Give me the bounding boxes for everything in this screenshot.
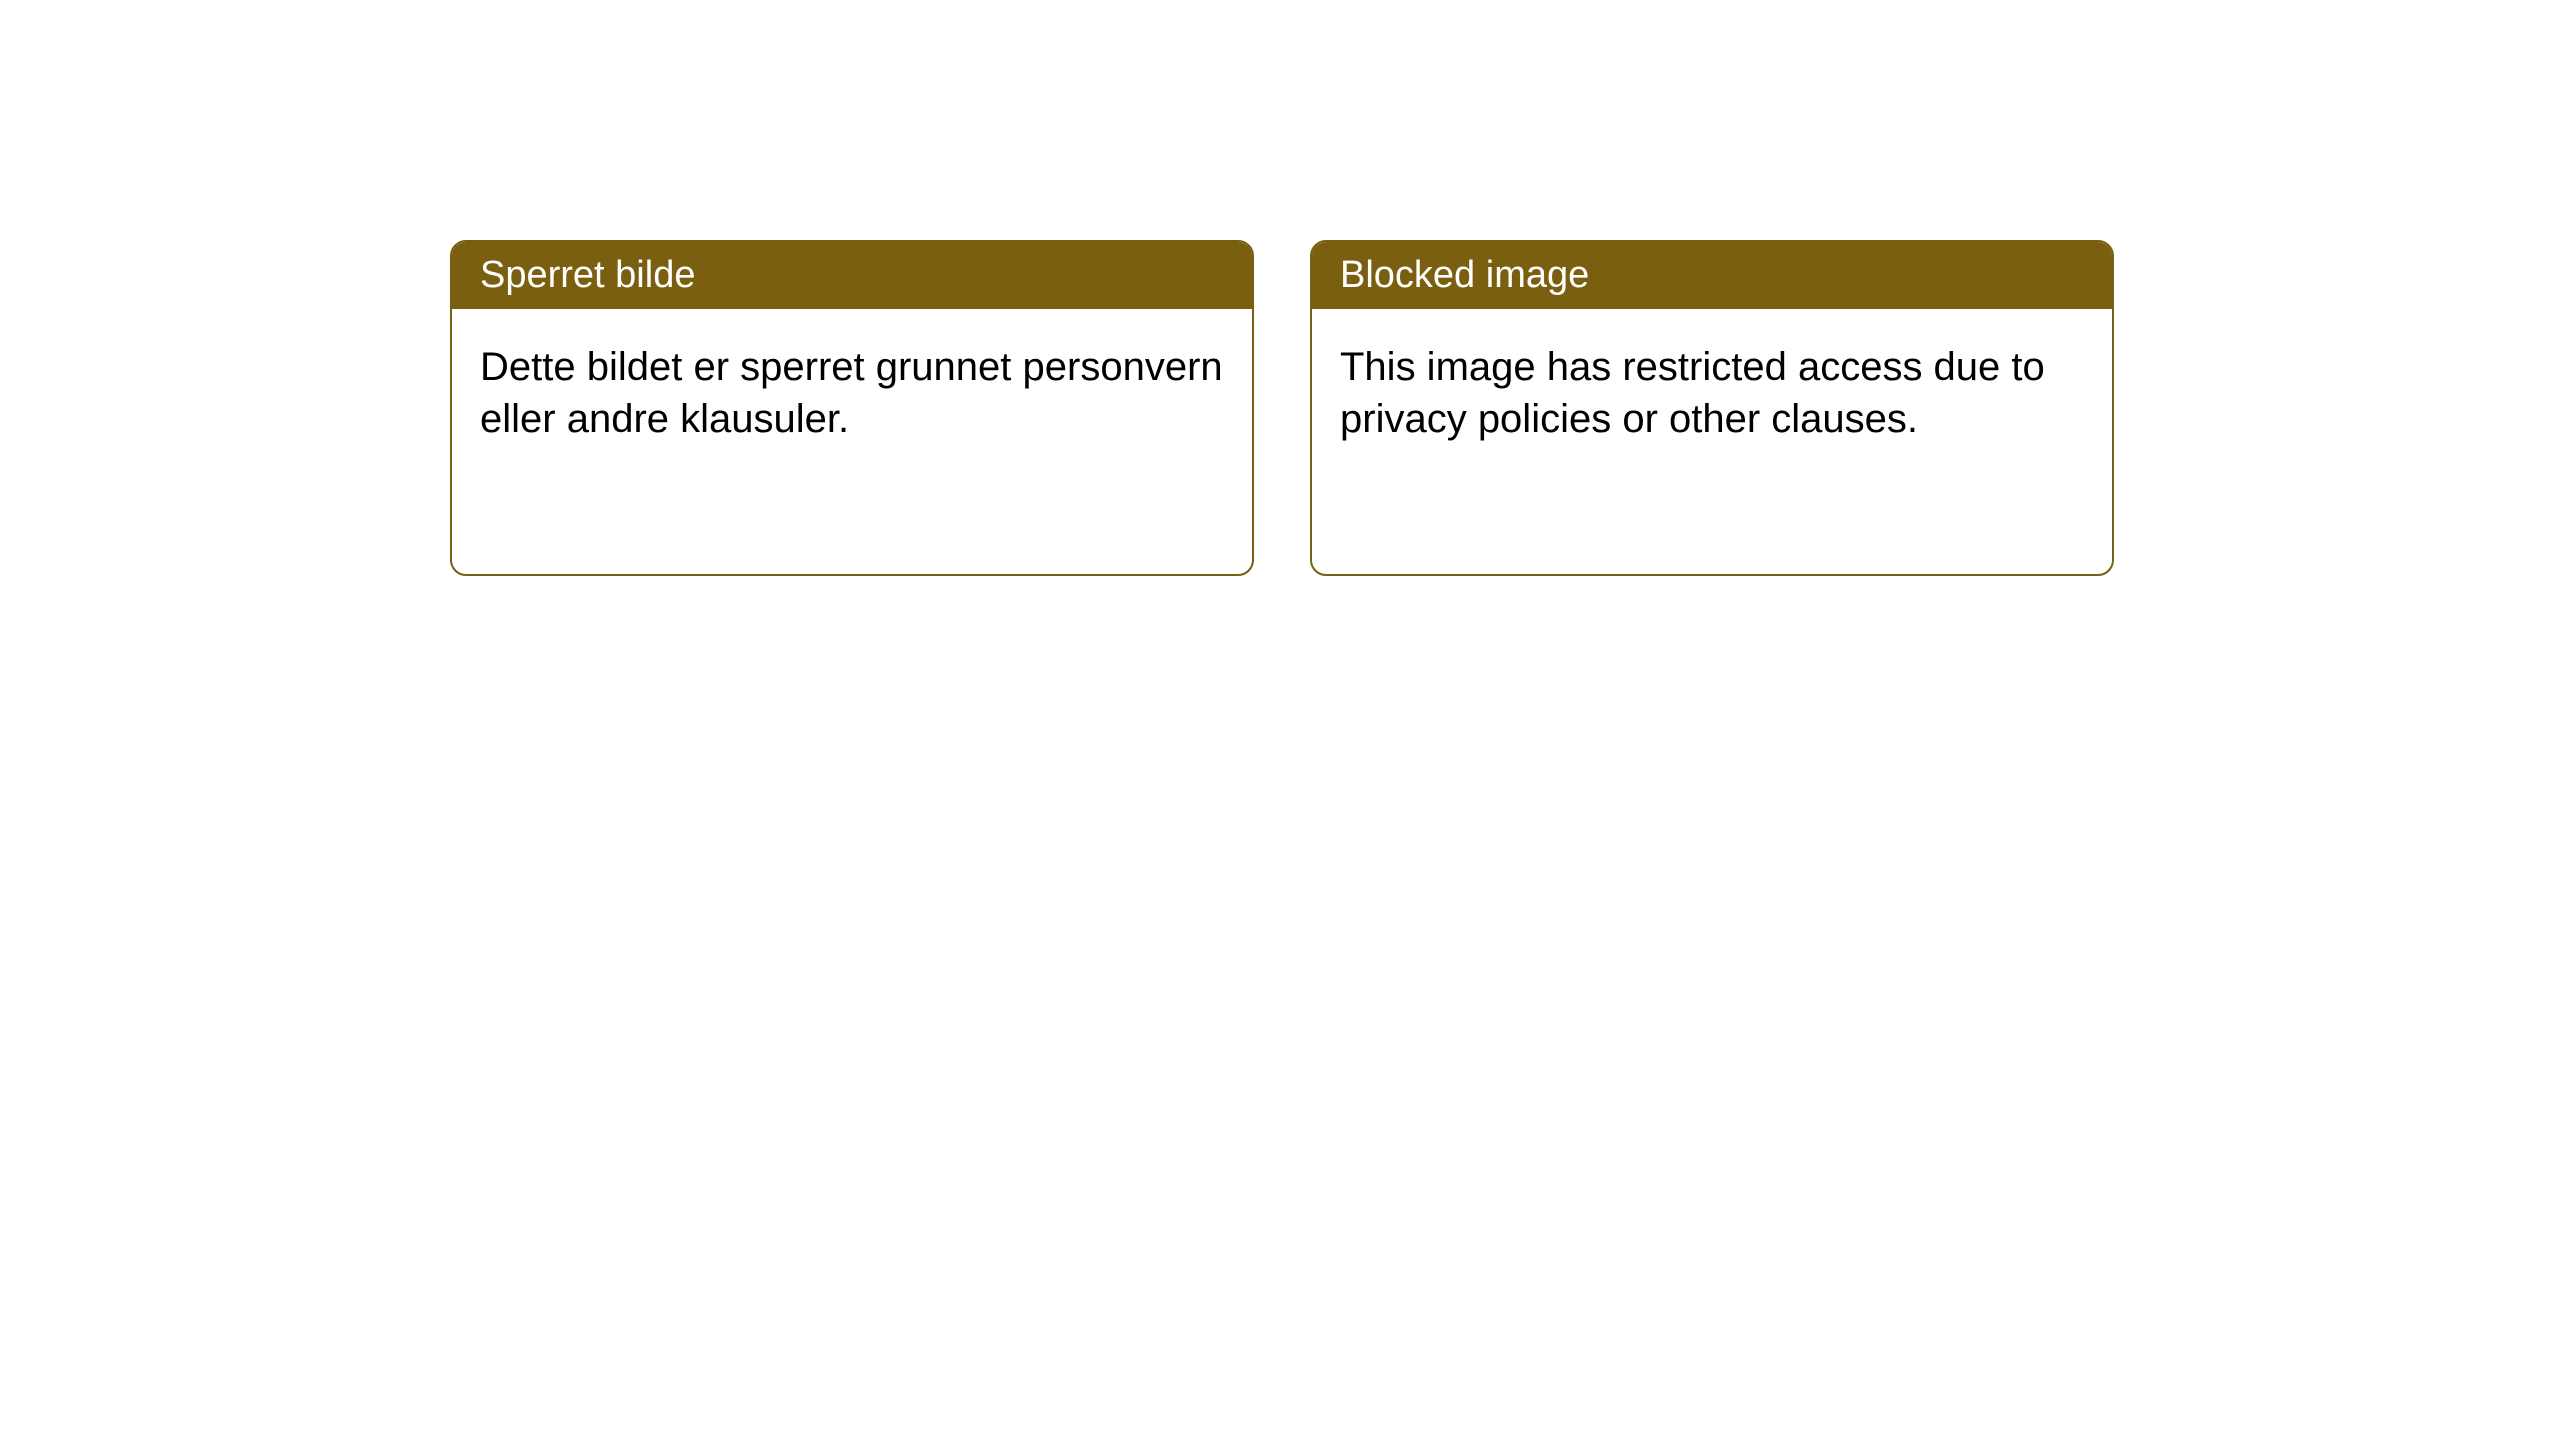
card-title: Sperret bilde: [480, 254, 695, 296]
notice-card-norwegian: Sperret bilde Dette bildet er sperret gr…: [450, 240, 1254, 576]
card-header: Sperret bilde: [452, 242, 1252, 309]
card-body: Dette bildet er sperret grunnet personve…: [452, 309, 1252, 477]
card-title: Blocked image: [1340, 254, 1589, 296]
card-body-text: This image has restricted access due to …: [1340, 345, 2045, 441]
card-header: Blocked image: [1312, 242, 2112, 309]
card-body: This image has restricted access due to …: [1312, 309, 2112, 477]
card-body-text: Dette bildet er sperret grunnet personve…: [480, 345, 1223, 441]
notice-card-english: Blocked image This image has restricted …: [1310, 240, 2114, 576]
notice-container: Sperret bilde Dette bildet er sperret gr…: [0, 0, 2560, 576]
